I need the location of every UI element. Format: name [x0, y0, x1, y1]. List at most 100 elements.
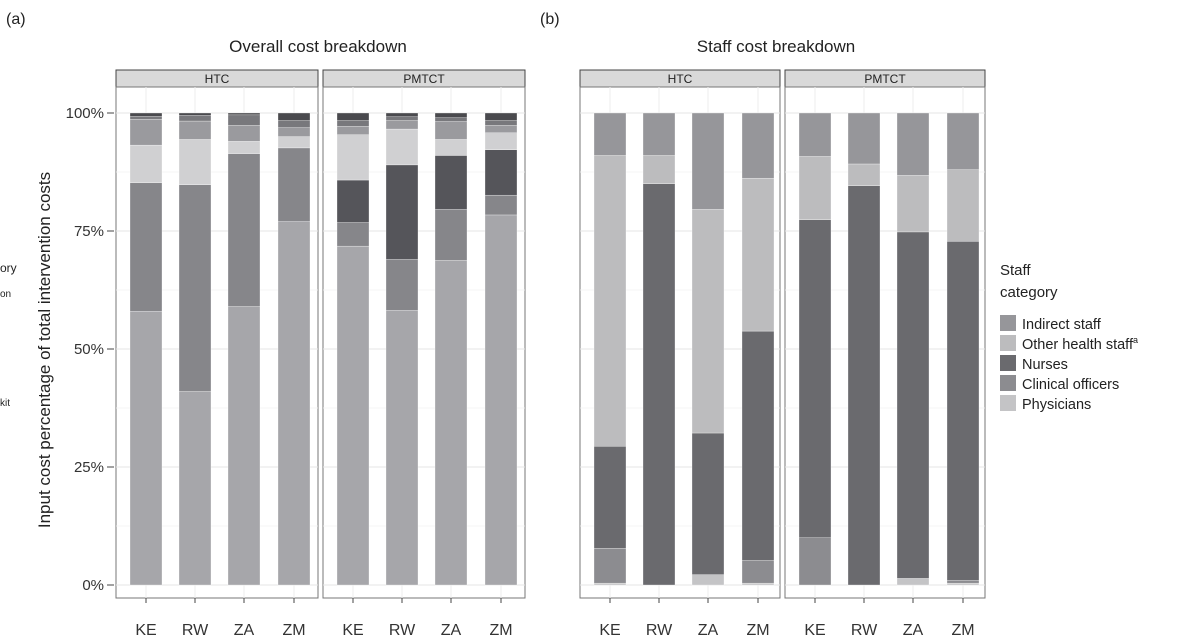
- x-tick-label: RW: [182, 622, 209, 639]
- bar-indirect-staff: [642, 112, 676, 156]
- facet-b-pmtct: PMTCT KE RW ZA ZM: [784, 69, 986, 639]
- x-tick-label: RW: [389, 622, 416, 639]
- bar-indirect-staff: [847, 112, 881, 165]
- cost-segment: [484, 194, 518, 216]
- bar-indirect-staff: [946, 112, 980, 170]
- cost-segment: [336, 222, 370, 247]
- cost-segment: [277, 221, 311, 586]
- x-tick-label: KE: [599, 622, 620, 639]
- panel-b-label: (b): [540, 11, 560, 28]
- legend-title-line-2: category: [1000, 284, 1058, 301]
- facet-strip-label: PMTCT: [864, 72, 906, 86]
- bar-indirect-staff: [896, 112, 930, 176]
- bar-other-health-staff: [741, 177, 775, 332]
- cost-segment: [178, 139, 212, 185]
- bar-other-health-staff: [946, 169, 980, 242]
- y-tick-label: 100%: [66, 105, 104, 122]
- cost-segment: [129, 112, 163, 117]
- legend-label: Other health staffa: [1022, 335, 1138, 353]
- cost-segment: [277, 147, 311, 222]
- x-tick-label: ZM: [489, 622, 512, 639]
- bar-nurses: [798, 219, 832, 538]
- legend: Staff category Indirect staff Other healt…: [1000, 262, 1138, 413]
- cost-segment: [434, 117, 468, 122]
- cost-segment: [484, 214, 518, 586]
- facet-a-htc: HTC KE RW ZA ZM: [115, 69, 319, 639]
- x-tick-label: ZA: [234, 622, 255, 639]
- x-tick-label: ZM: [746, 622, 769, 639]
- bar-other-health-staff: [896, 175, 930, 233]
- cost-segment: [385, 128, 419, 166]
- y-tick-label: 25%: [74, 459, 104, 476]
- cost-segment: [277, 120, 311, 128]
- cost-segment: [277, 112, 311, 121]
- cost-segment: [227, 112, 261, 116]
- cost-segment: [227, 306, 261, 586]
- cost-segment: [434, 260, 468, 586]
- legend-title-line-1: Staff: [1000, 262, 1031, 279]
- bar-nurses: [691, 432, 725, 575]
- facet-strip-label: HTC: [205, 72, 230, 86]
- cost-segment: [385, 259, 419, 311]
- cost-segment: [336, 179, 370, 223]
- cost-segment: [277, 136, 311, 149]
- cost-segment: [434, 209, 468, 261]
- bar-other-health-staff: [691, 209, 725, 434]
- x-tick-label: ZM: [282, 622, 305, 639]
- panel-a-label: (a): [6, 11, 26, 28]
- bar-physicians: [691, 574, 725, 586]
- cost-segment: [336, 134, 370, 181]
- x-tick-label: ZA: [903, 622, 924, 639]
- cost-segment: [484, 149, 518, 196]
- cost-segment: [336, 112, 370, 121]
- chart-b-title: Staff cost breakdown: [697, 37, 855, 56]
- cost-segment: [178, 112, 212, 116]
- bar-clinical-officers: [798, 537, 832, 586]
- x-tick-label: KE: [342, 622, 363, 639]
- bar-physicians: [946, 582, 980, 586]
- bar-nurses: [741, 330, 775, 561]
- x-tick-label: ZM: [951, 622, 974, 639]
- bar-nurses: [946, 241, 980, 581]
- legend-label: Indirect staff: [1022, 317, 1102, 333]
- facet-strip-label: PMTCT: [403, 72, 445, 86]
- x-tick-label: ZA: [698, 622, 719, 639]
- cost-segment: [336, 126, 370, 135]
- x-tick-label: KE: [804, 622, 825, 639]
- bar-indirect-staff: [741, 112, 775, 179]
- cost-segment: [227, 141, 261, 154]
- cost-segment: [178, 115, 212, 122]
- cost-segment: [484, 112, 518, 121]
- cost-segment: [227, 114, 261, 126]
- cost-segment: [434, 121, 468, 140]
- cost-segment: [385, 120, 419, 130]
- cost-segment: [129, 144, 163, 184]
- cost-segment: [385, 164, 419, 260]
- cost-segment: [484, 125, 518, 133]
- legend-swatch: [1000, 355, 1016, 371]
- legend-a-fragment-3: kit: [0, 398, 10, 409]
- bar-other-health-staff: [593, 155, 627, 447]
- cost-segment: [385, 116, 419, 121]
- bar-physicians: [896, 578, 930, 586]
- cost-segment: [336, 120, 370, 127]
- bar-clinical-officers: [593, 548, 627, 584]
- cost-segment: [129, 311, 163, 586]
- bar-other-health-staff: [642, 155, 676, 184]
- x-tick-label: ZA: [441, 622, 462, 639]
- y-tick-label: 0%: [82, 577, 104, 594]
- chart-a-title: Overall cost breakdown: [229, 37, 407, 56]
- bar-indirect-staff: [798, 112, 832, 157]
- legend-a-fragment-2: on: [0, 289, 11, 300]
- cost-segment: [129, 116, 163, 120]
- bar-physicians: [593, 582, 627, 586]
- legend-label: Nurses: [1022, 357, 1068, 373]
- bar-clinical-officers: [741, 560, 775, 584]
- cost-segment: [385, 310, 419, 586]
- y-tick-label: 50%: [74, 341, 104, 358]
- legend-swatch: [1000, 375, 1016, 391]
- cost-segment: [129, 182, 163, 312]
- legend-a-fragment-1: ory: [0, 261, 17, 275]
- cost-segment: [434, 139, 468, 156]
- legend-superscript: a: [1133, 335, 1138, 345]
